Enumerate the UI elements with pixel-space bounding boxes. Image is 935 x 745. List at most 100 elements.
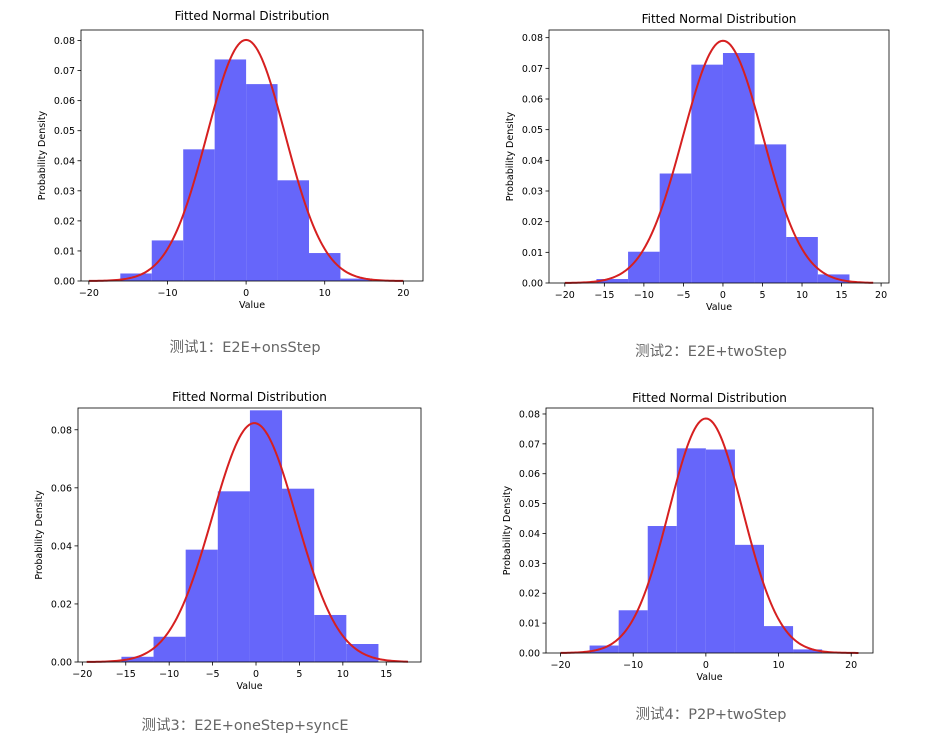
y-tick-label: 0.02 — [519, 589, 540, 600]
chart-panel-3: −20 −15 −10 −5 0 5 10 15 0.00 0.02 0.04 0.06 0.08 Fit… — [34, 390, 422, 734]
histogram-bars — [120, 59, 372, 282]
histogram-bar — [754, 144, 787, 283]
y-tick-label: 0.04 — [522, 156, 543, 167]
y-tick-label: 0.06 — [519, 469, 540, 480]
y-tick-label: 0.05 — [519, 499, 540, 510]
chart-title: Fitted Normal Distribution — [172, 390, 327, 404]
histogram-bar — [151, 240, 184, 281]
x-axis-label: Value — [696, 672, 722, 683]
x-tick-label: 0 — [720, 290, 726, 301]
x-tick-label: 15 — [836, 290, 848, 301]
histogram-bar — [589, 645, 619, 653]
axes-frame — [77, 407, 422, 663]
histogram-bar — [691, 64, 723, 283]
y-axis-label: Probability Density — [505, 111, 516, 201]
y-tick-label: 0.07 — [522, 64, 543, 75]
y-tick-label: 0.08 — [522, 33, 543, 44]
histogram-bars — [121, 410, 379, 662]
x-tick-label: −10 — [159, 669, 179, 680]
histogram-bar — [153, 636, 186, 662]
y-tick-label: 0.08 — [51, 425, 72, 436]
histogram-bar — [314, 614, 347, 662]
y-tick-label: 0.03 — [519, 559, 540, 570]
x-tick-label: 10 — [772, 660, 784, 671]
histogram-bar — [764, 626, 794, 653]
x-tick-label: −15 — [594, 290, 614, 301]
y-tick-label: 0.06 — [54, 96, 75, 107]
y-axis-label: Probability Density — [37, 110, 48, 200]
fitted-normal-curve — [564, 39, 874, 284]
y-tick-label: 0.05 — [522, 125, 543, 136]
x-tick-label: 10 — [796, 290, 808, 301]
chart-title: Fitted Normal Distribution — [632, 391, 787, 405]
y-tick-label: 0.00 — [51, 658, 72, 669]
histogram-bar — [793, 649, 823, 653]
x-tick-label: 15 — [380, 669, 392, 680]
x-tick-label: 10 — [319, 288, 331, 299]
histogram-bar — [659, 173, 692, 283]
axes-frame — [80, 29, 424, 282]
x-tick-label: 0 — [253, 669, 259, 680]
histogram-bar — [705, 449, 735, 653]
axes-frame — [548, 29, 890, 284]
x-tick-label: 5 — [296, 669, 302, 680]
x-tick-label: −5 — [206, 669, 220, 680]
x-tick-label: 0 — [243, 288, 249, 299]
fitted-normal-curve — [86, 422, 408, 663]
chart-title: Fitted Normal Distribution — [175, 9, 330, 23]
histogram-bar — [647, 526, 677, 653]
y-tick-label: 0.02 — [54, 216, 75, 227]
y-tick-label: 0.07 — [54, 66, 75, 77]
x-axis-label: Value — [706, 302, 732, 313]
figure-caption: 测试4：P2P+twoStep — [635, 706, 786, 723]
chart-panel-2: −20 −15 −10 −5 0 5 10 15 20 0.00 0.01 0.02 0.03 0.04 0… — [505, 12, 890, 360]
x-axis-label: Value — [236, 681, 262, 692]
fitted-normal-curve — [560, 417, 859, 654]
histogram-bar — [217, 491, 250, 662]
x-tick-label: 20 — [397, 288, 409, 299]
x-tick-label: −20 — [72, 669, 92, 680]
y-tick-label: 0.04 — [51, 541, 72, 552]
histogram-bar — [734, 544, 764, 653]
x-axis-label: Value — [239, 300, 265, 311]
x-tick-label: 0 — [703, 660, 709, 671]
histogram-bar — [309, 253, 341, 281]
y-tick-label: 0.08 — [54, 36, 75, 47]
x-tick-label: 5 — [759, 290, 765, 301]
y-tick-label: 0.00 — [519, 649, 540, 660]
y-tick-label: 0.05 — [54, 126, 75, 137]
histogram-bar — [282, 488, 315, 662]
histogram-bar — [183, 149, 215, 281]
x-tick-label: −10 — [623, 660, 643, 671]
y-tick-label: 0.00 — [54, 277, 75, 288]
y-tick-label: 0.04 — [519, 529, 540, 540]
x-tick-label: −5 — [676, 290, 690, 301]
y-axis-label: Probability Density — [502, 485, 513, 575]
histogram-bars — [589, 448, 823, 653]
figure-caption: 测试1：E2E+onsStep — [169, 339, 320, 356]
x-tick-label: −20 — [79, 288, 99, 299]
figure-caption: 测试2：E2E+twoStep — [635, 343, 787, 360]
y-tick-label: 0.03 — [522, 187, 543, 198]
y-tick-label: 0.00 — [522, 279, 543, 290]
x-tick-label: −20 — [551, 660, 571, 671]
x-tick-label: −10 — [634, 290, 654, 301]
y-tick-label: 0.07 — [519, 439, 540, 450]
histogram-bar — [786, 237, 818, 283]
y-tick-label: 0.01 — [519, 619, 540, 630]
x-tick-label: 20 — [845, 660, 857, 671]
x-tick-label: −15 — [116, 669, 136, 680]
histogram-bar — [121, 656, 154, 662]
x-tick-label: 10 — [337, 669, 349, 680]
histogram-bar — [185, 549, 218, 662]
y-tick-label: 0.01 — [522, 248, 543, 259]
y-tick-label: 0.03 — [54, 186, 75, 197]
x-tick-label: −20 — [555, 290, 575, 301]
axes-frame — [545, 407, 874, 654]
histogram-bar — [340, 278, 372, 281]
y-tick-label: 0.06 — [522, 95, 543, 106]
histogram-bar — [277, 180, 309, 281]
histogram-bar — [628, 251, 660, 283]
y-tick-label: 0.08 — [519, 409, 540, 420]
